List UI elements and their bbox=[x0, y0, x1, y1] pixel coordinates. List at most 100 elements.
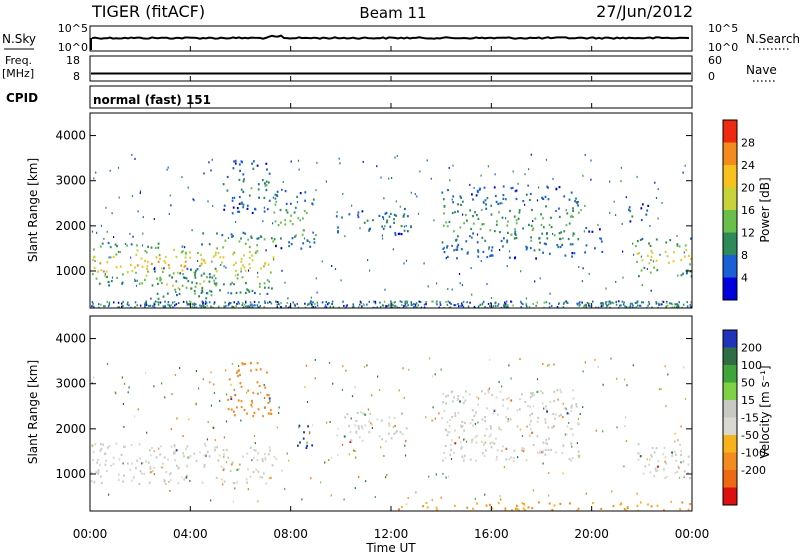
power-ytick-label-2: 3000 bbox=[55, 174, 86, 188]
nsearch-label: N.Search bbox=[746, 32, 800, 46]
velocity-colorbar-label: Velocity [m s⁻¹] bbox=[758, 365, 772, 458]
power-region-2 bbox=[200, 231, 278, 295]
x-tick-label-2: 08:00 bbox=[273, 527, 308, 541]
power-colorbar-bin-1 bbox=[723, 255, 737, 278]
nsky-label: N.Sky bbox=[2, 32, 36, 46]
power-colorbar-tick-2: 12 bbox=[741, 227, 755, 240]
velocity-region-2 bbox=[297, 424, 314, 449]
x-tick-label-3: 12:00 bbox=[374, 527, 409, 541]
velocity-colorbar-bin-9 bbox=[723, 487, 737, 505]
velocity-colorbar-frame bbox=[722, 329, 738, 506]
x-tick-label-5: 20:00 bbox=[574, 527, 609, 541]
power-sparse-echoes bbox=[91, 153, 689, 300]
power-colorbar-tick-6: 28 bbox=[741, 137, 755, 150]
velocity-colorbar-bin-3 bbox=[723, 382, 737, 400]
velocity-colorbar-bin-6 bbox=[723, 435, 737, 453]
cpid-panel: CPID normal (fast) 151 bbox=[6, 85, 693, 109]
power-colorbar-tick-3: 16 bbox=[741, 204, 755, 217]
x-tick-label-0: 00:00 bbox=[73, 527, 108, 541]
power-region-3 bbox=[222, 159, 271, 215]
x-tick-label-6: 00:00 bbox=[675, 527, 710, 541]
velocity-colorbar-tick-4: -15 bbox=[741, 412, 759, 425]
x-axis-label: Time UT bbox=[365, 541, 416, 554]
freq-panel: Freq. [MHz] 18 8 60 0 Nave bbox=[2, 54, 777, 83]
power-region-6 bbox=[441, 185, 580, 260]
power-colorbar-bin-0 bbox=[723, 277, 737, 300]
velocity-colorbar-tick-0: 200 bbox=[741, 342, 762, 355]
velocity-colorbar-bin-5 bbox=[723, 417, 737, 435]
power-colorbar-bin-3 bbox=[723, 210, 737, 233]
power-region-7 bbox=[584, 226, 604, 254]
power-region-4 bbox=[273, 190, 317, 250]
power-colorbar-tick-0: 4 bbox=[741, 272, 748, 285]
velocity-colorbar-bin-8 bbox=[723, 470, 737, 488]
velocity-region-3 bbox=[336, 411, 408, 444]
beam-label: Beam 11 bbox=[359, 4, 426, 22]
power-colorbar-label: Power [dB] bbox=[758, 177, 772, 242]
power-colorbar-frame bbox=[722, 119, 738, 301]
power-region-8 bbox=[628, 203, 650, 223]
velocity-colorbar-bin-1 bbox=[723, 347, 737, 365]
velocity-colorbar-bin-2 bbox=[723, 365, 737, 383]
x-tick-label-1: 04:00 bbox=[173, 527, 208, 541]
velocity-ytick-label-2: 3000 bbox=[55, 377, 86, 391]
cpid-label: CPID bbox=[6, 91, 38, 105]
velocity-ytick-label-0: 1000 bbox=[55, 467, 86, 481]
power-colorbar-tick-1: 8 bbox=[741, 249, 748, 262]
x-tick-label-4: 16:00 bbox=[474, 527, 509, 541]
velocity-ytick-label-1: 2000 bbox=[55, 422, 86, 436]
velocity-colorbar-tick-7: -200 bbox=[741, 464, 766, 477]
date-label: 27/Jun/2012 bbox=[596, 2, 693, 21]
nsearch-tick-top: 10^5 bbox=[708, 22, 738, 35]
power-colorbar-tick-4: 20 bbox=[741, 182, 755, 195]
power-colorbar-bin-6 bbox=[723, 142, 737, 165]
velocity-region-6 bbox=[398, 501, 692, 511]
power-colorbar-bin-4 bbox=[723, 187, 737, 210]
nave-tick-bottom: 0 bbox=[708, 70, 715, 83]
velocity-colorbar-bin-0 bbox=[723, 330, 737, 348]
radar-title: TIGER (fitACF) bbox=[91, 2, 205, 21]
power-region-9 bbox=[635, 237, 692, 278]
cpid-text: normal (fast) 151 bbox=[93, 93, 211, 107]
velocity-colorbar-tick-6: -100 bbox=[741, 447, 766, 460]
freq-tick-top: 18 bbox=[66, 54, 80, 67]
nave-tick-top: 60 bbox=[708, 54, 722, 67]
velocity-sparse-echoes bbox=[91, 357, 692, 503]
velocity-region-5 bbox=[637, 440, 691, 480]
velocity-colorbar-tick-5: -50 bbox=[741, 429, 759, 442]
power-ylabel: Slant Range [km] bbox=[26, 158, 40, 262]
power-colorbar-bin-2 bbox=[723, 232, 737, 255]
power-near-range-scatter bbox=[91, 300, 692, 308]
velocity-ylabel: Slant Range [km] bbox=[26, 360, 40, 464]
velocity-colorbar-tick-1: 100 bbox=[741, 359, 762, 372]
freq-tick-bottom: 8 bbox=[73, 70, 80, 83]
nsky-panel: N.Sky 10^5 10^0 10^5 10^0 N.Search bbox=[2, 22, 800, 54]
velocity-colorbar-tick-2: 50 bbox=[741, 377, 755, 390]
power-colorbar-bin-7 bbox=[723, 120, 737, 143]
velocity-region-4 bbox=[441, 388, 580, 463]
power-ytick-label-1: 2000 bbox=[55, 219, 86, 233]
nsky-tick-bottom: 10^0 bbox=[58, 41, 88, 54]
velocity-panel: 1000 2000 3000 4000 Slant Range [km] 200 100… bbox=[26, 315, 772, 512]
power-region-1 bbox=[153, 267, 217, 300]
power-ytick-label-0: 1000 bbox=[55, 264, 86, 278]
nsearch-tick-bottom: 10^0 bbox=[708, 41, 738, 54]
power-colorbar-tick-5: 24 bbox=[741, 159, 755, 172]
power-panel: 1000 2000 3000 4000 Slant Range [km] 4 8 12 16… bbox=[26, 112, 772, 309]
freq-label: Freq. bbox=[5, 54, 32, 67]
nave-label: Nave bbox=[746, 63, 777, 77]
power-ytick-label-3: 4000 bbox=[55, 129, 86, 143]
velocity-colorbar-bin-7 bbox=[723, 452, 737, 470]
nsky-tick-top: 10^5 bbox=[58, 22, 88, 35]
velocity-region-1 bbox=[227, 361, 273, 418]
velocity-colorbar-bin-4 bbox=[723, 400, 737, 418]
velocity-ytick-label-3: 4000 bbox=[55, 332, 86, 346]
nsky-series-line bbox=[91, 34, 690, 40]
velocity-region-0 bbox=[90, 442, 278, 486]
velocity-colorbar-tick-3: 15 bbox=[741, 394, 755, 407]
power-colorbar-bin-5 bbox=[723, 165, 737, 188]
power-region-0 bbox=[91, 241, 203, 287]
freq-unit-label: [MHz] bbox=[2, 67, 34, 80]
power-region-5 bbox=[335, 207, 412, 237]
